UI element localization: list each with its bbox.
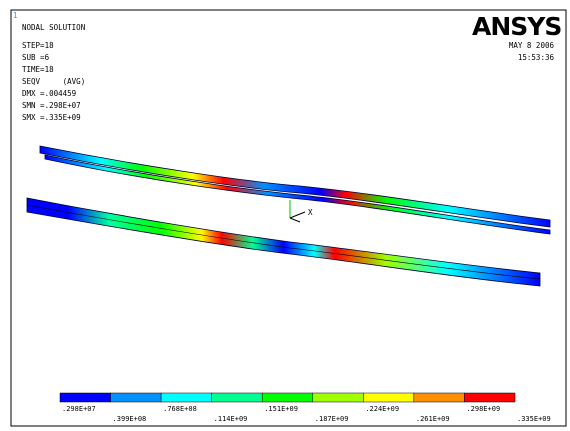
beam-upper	[39, 145, 551, 228]
info-line: SUB =6	[22, 53, 50, 62]
info-block: STEP=18 SUB =6 TIME=18 SEQV (AVG) DMX =.0044…	[22, 41, 85, 122]
legend-swatch	[312, 392, 364, 403]
beam-upper-2	[44, 154, 551, 235]
legend: .298E+07 .399E+08 .768E+08 .114E+09 .151E+09…	[59, 392, 551, 423]
info-line: TIME=18	[22, 65, 54, 74]
info-line: SMN =.298E+07	[22, 101, 81, 110]
legend-swatch	[110, 392, 162, 403]
legend-swatch	[211, 392, 263, 403]
legend-swatch	[413, 392, 465, 403]
axis-label: X	[308, 208, 313, 217]
legend-label: .224E+09	[365, 405, 399, 413]
legend-label: .399E+08	[113, 415, 147, 423]
logo: ANSYS	[472, 12, 561, 41]
beam-line	[26, 204, 541, 280]
frame	[10, 9, 567, 427]
legend-swatch	[261, 392, 314, 403]
legend-label: .768E+08	[163, 405, 197, 413]
date: MAY 8 2006	[509, 41, 555, 50]
info-line: SMX =.335E+09	[22, 113, 81, 122]
legend-label: .261E+09	[416, 415, 450, 423]
axis-z	[289, 217, 301, 223]
info-line: SEQV (AVG)	[22, 77, 85, 86]
info-line: STEP=18	[22, 41, 54, 50]
legend-label: .335E+09	[517, 415, 551, 423]
axis-x	[289, 211, 306, 219]
legend-swatch	[464, 392, 516, 403]
info-line: DMX =.004459	[22, 89, 76, 98]
legend-label: .187E+09	[315, 415, 349, 423]
legend-swatch	[160, 392, 212, 403]
time: 15:53:36	[518, 53, 555, 62]
legend-label: .151E+09	[264, 405, 298, 413]
legend-label: .298E+07	[62, 405, 96, 413]
legend-swatch	[363, 392, 415, 403]
legend-label: .298E+09	[466, 405, 500, 413]
legend-label: .114E+09	[214, 415, 248, 423]
title: NODAL SOLUTION	[22, 23, 85, 32]
legend-swatch	[59, 392, 111, 403]
window-number: 1	[13, 11, 18, 20]
beam-lower	[26, 197, 541, 287]
